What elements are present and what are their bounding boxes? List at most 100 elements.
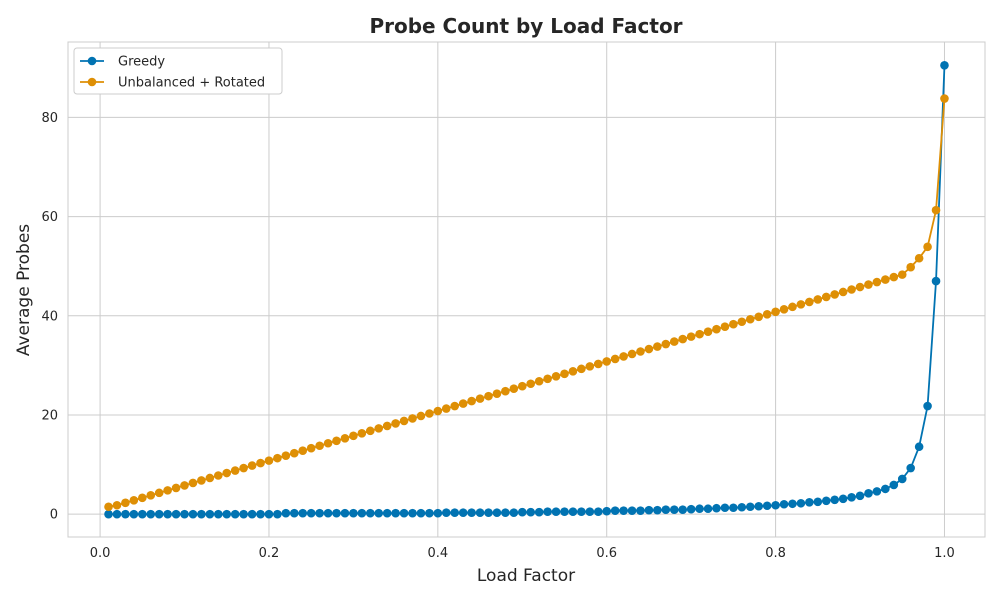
data-point: [475, 394, 485, 403]
data-point: [205, 509, 215, 519]
x-tick-label: 0.2: [259, 546, 280, 561]
data-point: [273, 509, 282, 519]
data-point: [543, 507, 552, 516]
data-point: [610, 506, 620, 516]
data-point: [357, 508, 367, 518]
data-point: [695, 329, 704, 339]
data-point: [247, 461, 257, 470]
data-point: [180, 509, 189, 519]
data-point: [897, 270, 907, 279]
data-point: [230, 509, 240, 519]
data-point: [636, 347, 645, 356]
data-point: [492, 389, 502, 398]
data-point: [425, 508, 434, 518]
data-point: [889, 272, 899, 282]
data-point: [264, 509, 274, 519]
data-point: [593, 359, 603, 369]
data-point: [678, 334, 688, 344]
data-point: [458, 399, 468, 408]
data-point: [821, 496, 831, 506]
data-point: [847, 285, 856, 294]
chart-title: Probe Count by Load Factor: [369, 14, 682, 38]
data-point: [745, 314, 755, 324]
data-point: [805, 497, 814, 507]
data-point: [855, 491, 865, 501]
data-point: [501, 386, 510, 396]
data-point: [188, 509, 198, 519]
data-point: [433, 406, 443, 416]
data-point: [914, 442, 924, 452]
data-point: [214, 471, 223, 480]
data-point: [703, 504, 713, 514]
data-point: [484, 508, 493, 517]
legend-box: [73, 47, 283, 95]
legend: Greedy Unbalanced + Rotated: [73, 47, 283, 95]
grid: [68, 42, 985, 537]
data-point: [315, 441, 324, 451]
y-tick-label: 80: [41, 111, 58, 126]
data-point: [796, 498, 806, 508]
series-greedy: [104, 61, 949, 519]
data-point: [703, 327, 713, 336]
data-point: [517, 507, 527, 517]
data-point: [585, 507, 595, 516]
data-point: [813, 497, 823, 507]
data-point: [382, 508, 392, 518]
series-unbalanced-rotated: [104, 94, 949, 512]
data-point: [577, 364, 586, 374]
data-point: [830, 290, 839, 299]
data-point: [315, 508, 324, 518]
data-point: [475, 508, 485, 517]
data-point: [138, 493, 147, 503]
data-point: [686, 504, 696, 514]
data-point: [610, 354, 620, 364]
data-point: [112, 509, 122, 519]
data-point: [754, 312, 764, 322]
data-point: [864, 489, 873, 498]
data-point: [788, 302, 797, 312]
data-point: [281, 508, 291, 518]
data-point: [788, 499, 797, 509]
data-point: [121, 509, 130, 519]
data-point: [306, 443, 316, 453]
data-point: [399, 508, 409, 518]
data-point: [636, 506, 645, 516]
data-point: [256, 458, 265, 468]
data-point: [467, 508, 476, 517]
data-point: [357, 429, 367, 438]
data-point: [745, 502, 755, 512]
data-point: [551, 372, 561, 381]
data-point: [222, 468, 232, 478]
data-point: [821, 292, 831, 302]
data-point: [146, 509, 156, 519]
data-point: [281, 451, 291, 460]
data-point: [653, 342, 662, 351]
data-point: [467, 396, 476, 406]
x-tick-label: 0.6: [596, 546, 617, 561]
data-point: [374, 508, 384, 518]
data-point: [914, 253, 924, 263]
data-point: [154, 509, 164, 519]
data-point: [340, 508, 350, 518]
data-point: [484, 391, 493, 401]
data-point: [138, 509, 147, 519]
data-point: [847, 493, 856, 502]
data-point: [408, 414, 417, 423]
data-point: [450, 508, 460, 517]
data-point: [526, 507, 536, 517]
data-point: [163, 509, 172, 519]
data-point: [230, 466, 240, 475]
data-point: [712, 503, 721, 513]
y-tick-label: 20: [41, 408, 58, 423]
legend-label: Greedy: [118, 55, 165, 70]
data-point: [762, 501, 772, 511]
x-axis-label: Load Factor: [477, 566, 575, 586]
data-point: [644, 344, 654, 354]
data-point: [391, 508, 400, 518]
data-point: [222, 509, 232, 519]
data-point: [720, 503, 730, 513]
data-point: [568, 367, 578, 376]
data-point: [661, 339, 671, 349]
data-point: [458, 508, 468, 517]
